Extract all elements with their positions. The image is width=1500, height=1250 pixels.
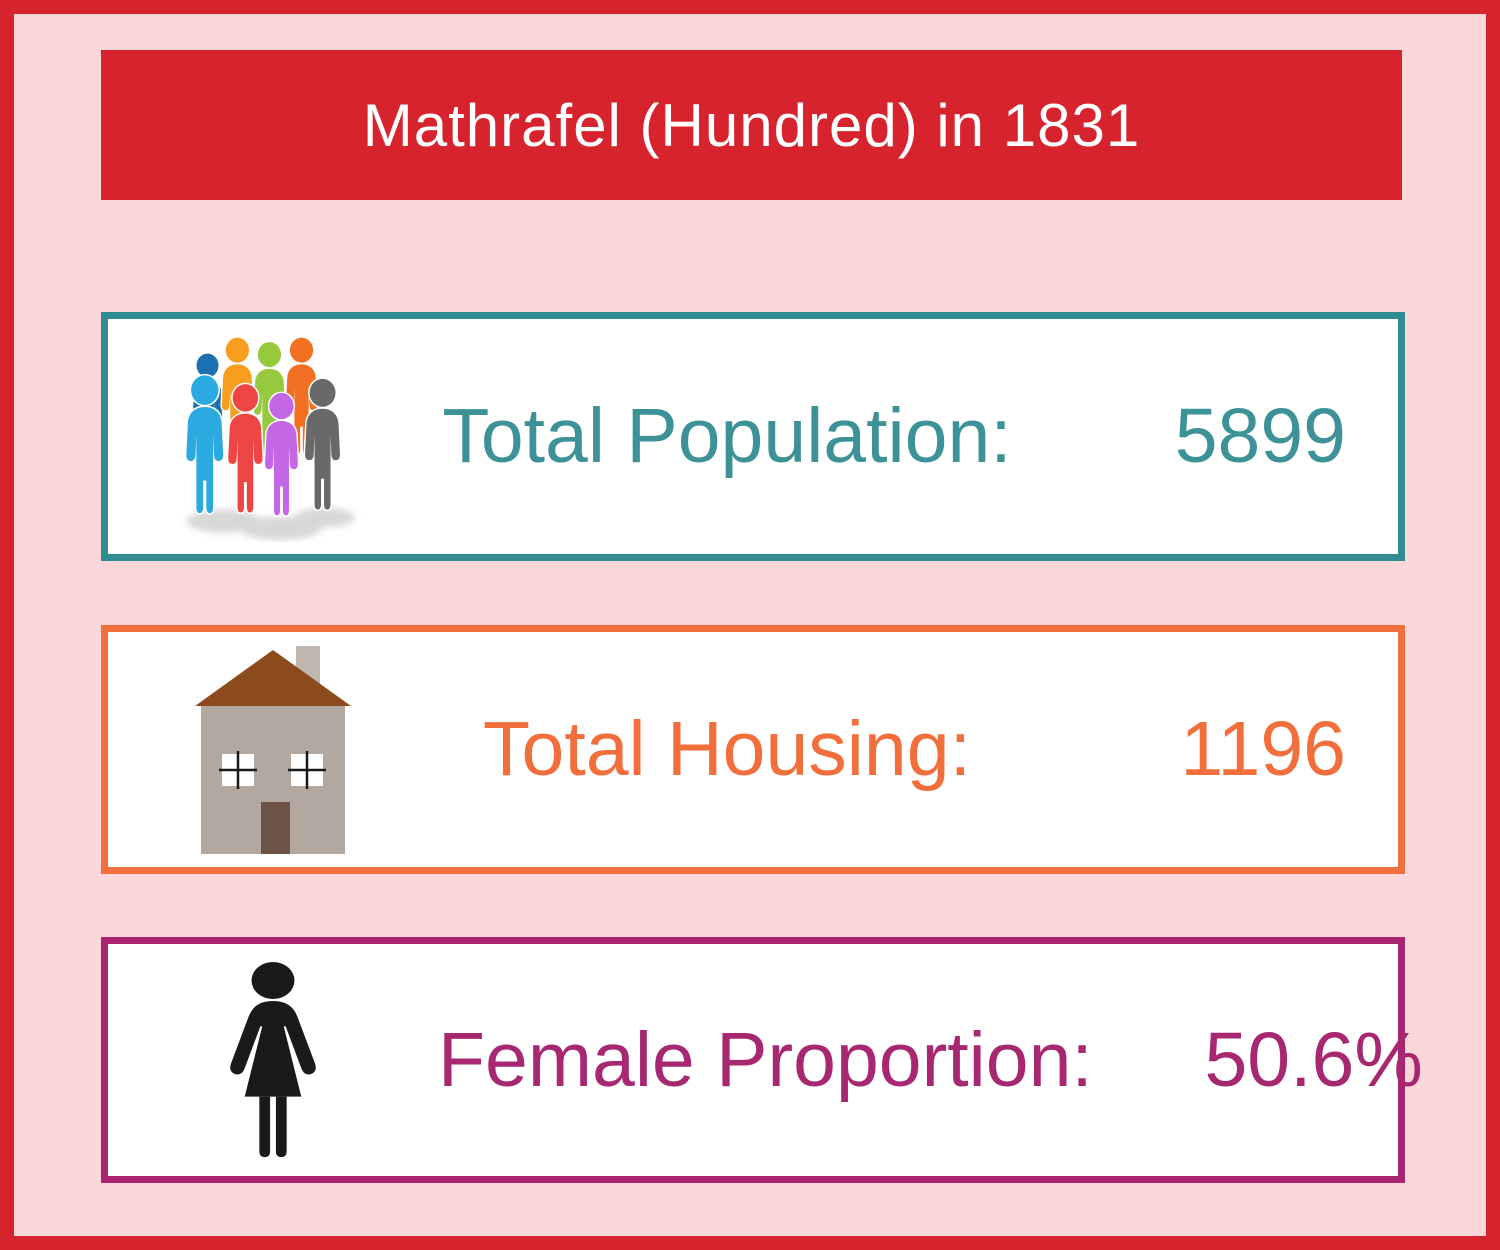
stat-card-housing: Total Housing: 1196 <box>101 625 1405 874</box>
female-icon-svg <box>230 961 316 1158</box>
population-crowd-icon-svg <box>184 335 355 540</box>
population-label: Total Population: <box>442 393 1012 479</box>
infographic-background: Mathrafel (Hundred) in 1831 <box>14 14 1486 1236</box>
page-title: Mathrafel (Hundred) in 1831 <box>362 91 1141 159</box>
population-crowd-icon <box>108 332 438 542</box>
header-bar: Mathrafel (Hundred) in 1831 <box>101 50 1402 200</box>
housing-value: 1196 <box>1180 706 1346 792</box>
house-icon-svg <box>195 645 351 854</box>
stat-card-population: Total Population: 5899 <box>101 312 1405 561</box>
female-icon <box>108 960 438 1160</box>
house-icon <box>108 644 438 856</box>
housing-label: Total Housing: <box>483 706 971 792</box>
population-value: 5899 <box>1174 393 1346 479</box>
female-proportion-label: Female Proportion: <box>438 1016 1093 1103</box>
stat-card-female-proportion: Female Proportion: 50.6% <box>101 937 1423 1183</box>
female-proportion-value: 50.6% <box>1204 1016 1423 1103</box>
